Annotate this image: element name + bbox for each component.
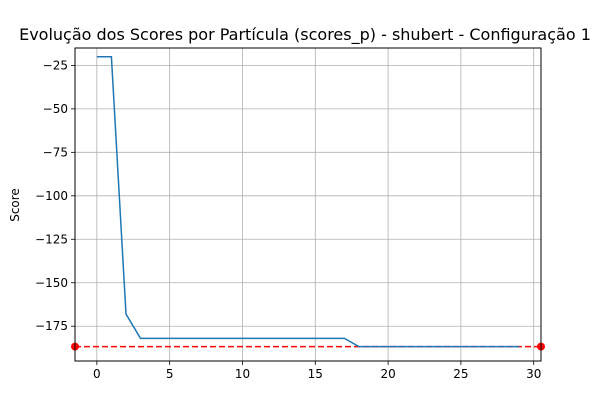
y-axis: −25 −50 −75 −100 −125 −150 −175	[35, 58, 75, 333]
x-axis: 0 5 10 15 20 25 30	[93, 361, 541, 381]
chart-title: Evolução dos Scores por Partícula (score…	[19, 25, 591, 45]
y-tick-label: −150	[35, 276, 68, 290]
grid	[75, 48, 541, 361]
x-tick-label: 10	[235, 367, 250, 381]
x-tick-label: 5	[166, 367, 174, 381]
y-tick-label: −50	[43, 102, 68, 116]
plot-frame	[74, 47, 542, 362]
y-tick-label: −100	[35, 189, 68, 203]
plot-area	[71, 55, 545, 351]
x-tick-label: 20	[380, 367, 395, 381]
y-tick-label: −125	[35, 232, 68, 246]
x-tick-label: 0	[93, 367, 101, 381]
series-line	[96, 55, 520, 348]
x-tick-label: 30	[526, 367, 541, 381]
x-tick-label: 25	[453, 367, 468, 381]
x-tick-label: 15	[308, 367, 323, 381]
y-axis-label: Score	[8, 188, 22, 222]
y-tick-label: −25	[43, 58, 68, 72]
y-tick-label: −75	[43, 145, 68, 159]
y-tick-label: −175	[35, 319, 68, 333]
